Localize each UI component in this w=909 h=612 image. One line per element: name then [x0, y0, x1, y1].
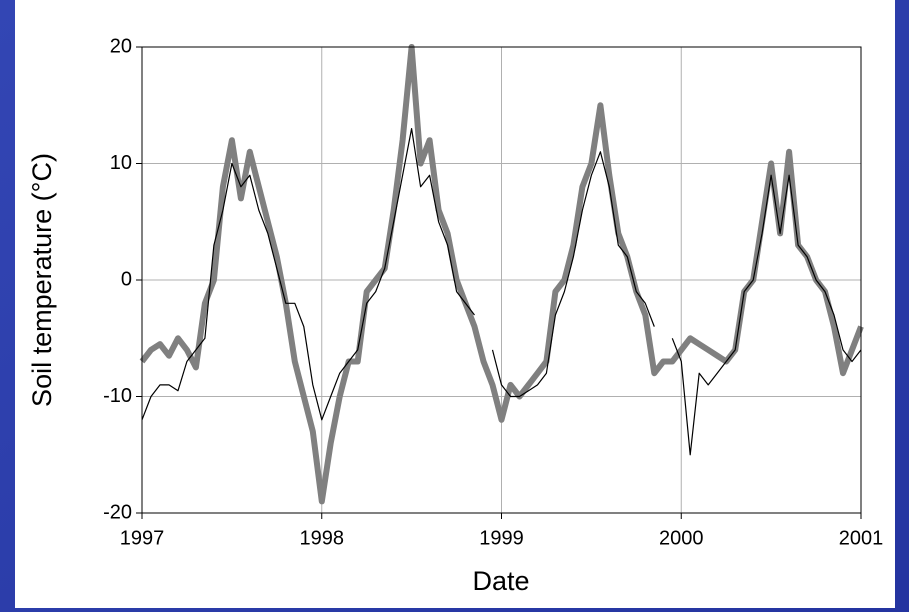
x-tick-label: 1997	[120, 527, 165, 549]
y-tick-label: 10	[110, 152, 132, 174]
y-tick-label: -20	[103, 501, 132, 523]
y-tick-label: 20	[110, 35, 132, 57]
y-axis-title: Soil temperature (°C)	[27, 153, 57, 407]
x-axis-title: Date	[472, 566, 529, 596]
y-tick-label: 0	[121, 268, 132, 290]
chart-panel	[15, 0, 895, 608]
x-tick-label: 2000	[659, 527, 704, 549]
x-tick-label: 1998	[300, 527, 345, 549]
x-tick-label: 2001	[839, 527, 884, 549]
y-tick-label: -10	[103, 385, 132, 407]
x-tick-label: 1999	[479, 527, 524, 549]
data-line	[141, 128, 862, 456]
